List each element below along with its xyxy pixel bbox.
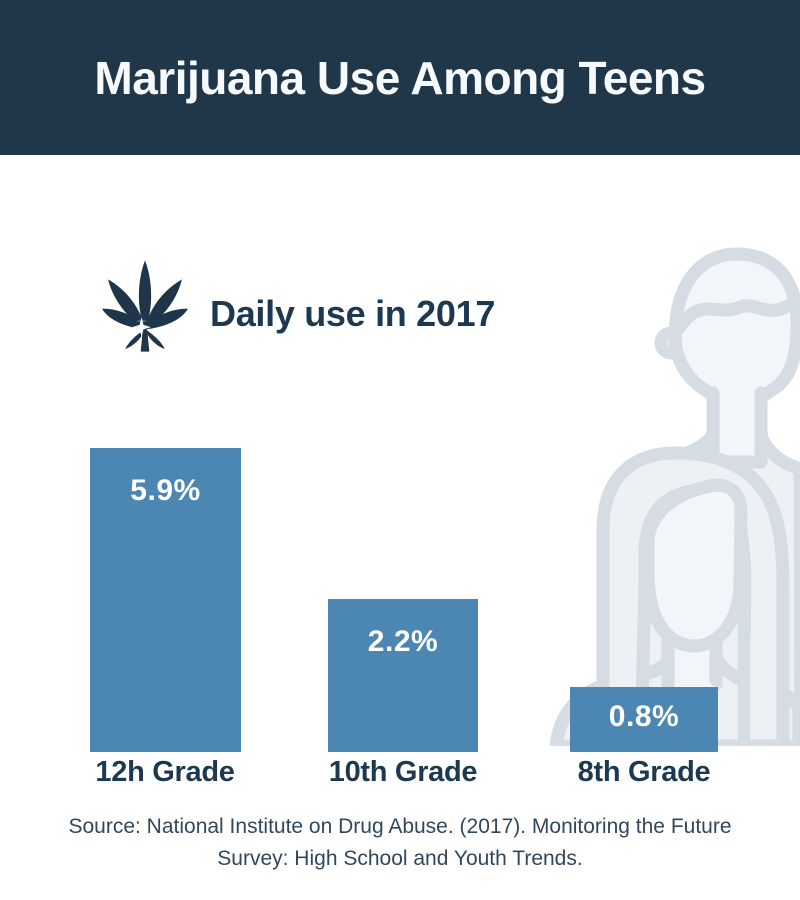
category-label-10th-grade: 10th Grade <box>328 756 478 788</box>
cannabis-leaf-icon <box>102 258 188 354</box>
bar-value-label: 0.8% <box>608 700 680 733</box>
teen-silhouettes-illustration <box>549 228 800 753</box>
category-label-8th-grade: 8th Grade <box>577 756 711 788</box>
page-title: Marijuana Use Among Teens <box>94 51 706 104</box>
category-label-12th-grade: 12h Grade <box>95 756 235 788</box>
bar-value-label: 5.9% <box>130 474 201 507</box>
bar-12th-grade: 5.9% <box>90 448 241 752</box>
source-line-1: Source: National Institute on Drug Abuse… <box>68 815 732 838</box>
source-line-2: Survey: High School and Youth Trends. <box>217 847 583 870</box>
bar-10th-grade: 2.2% <box>328 599 478 752</box>
chart-title: Daily use in 2017 <box>210 293 496 334</box>
bar-8th-grade: 0.8% <box>570 687 718 752</box>
bar-value-label: 2.2% <box>367 625 439 658</box>
source-citation: Source: National Institute on Drug Abuse… <box>0 811 800 875</box>
header-band: Marijuana Use Among Teens <box>0 0 800 155</box>
teen-silhouettes-svg <box>549 247 800 753</box>
